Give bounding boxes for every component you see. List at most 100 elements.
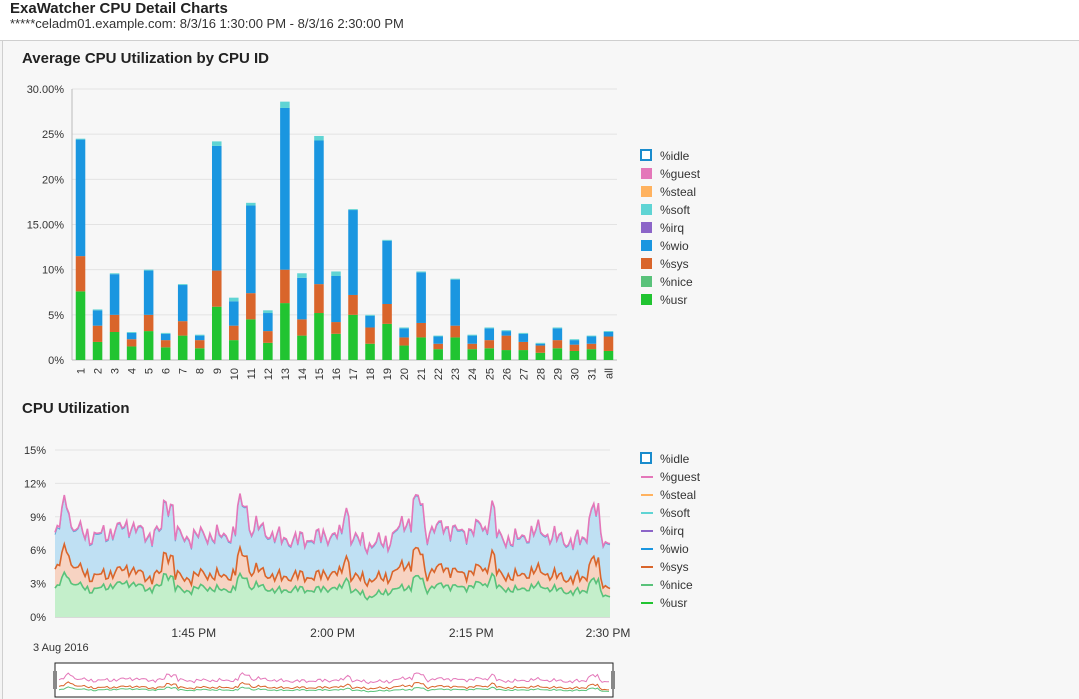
bar-sys-cpu-10[interactable] <box>229 325 239 341</box>
bar-usr-cpu-27[interactable] <box>518 350 529 360</box>
bar-wio-cpu-27[interactable] <box>518 333 529 342</box>
bar-sys-cpu-2[interactable] <box>92 325 103 342</box>
bar-wio-cpu-all[interactable] <box>603 331 614 337</box>
navigator-handle-right[interactable] <box>611 671 615 689</box>
bar-wio-cpu-14[interactable] <box>297 277 307 320</box>
bar-usr-cpu-24[interactable] <box>467 349 478 360</box>
bar-sys-cpu-19[interactable] <box>382 303 392 324</box>
bar-soft-cpu-5[interactable] <box>143 269 154 271</box>
bar-soft-cpu-3[interactable] <box>109 273 120 275</box>
bar-usr-cpu-4[interactable] <box>126 346 137 360</box>
bar-soft-cpu-19[interactable] <box>382 239 392 241</box>
bar-usr-cpu-13[interactable] <box>280 303 290 360</box>
bar-soft-cpu-15[interactable] <box>314 135 324 141</box>
bar-sys-cpu-16[interactable] <box>331 322 341 334</box>
bar-wio-cpu-18[interactable] <box>365 315 375 328</box>
bar-soft-cpu-31[interactable] <box>586 335 597 337</box>
bar-sys-cpu-24[interactable] <box>467 343 478 350</box>
bar-soft-cpu-11[interactable] <box>246 202 256 206</box>
bar-usr-cpu-1[interactable] <box>75 291 86 360</box>
bar-soft-cpu-8[interactable] <box>194 334 205 336</box>
bar-sys-cpu-14[interactable] <box>297 319 307 336</box>
bar-sys-cpu-7[interactable] <box>177 321 188 336</box>
bar-wio-cpu-23[interactable] <box>450 279 460 326</box>
bar-soft-cpu-10[interactable] <box>229 297 239 302</box>
bar-usr-cpu-2[interactable] <box>92 341 103 360</box>
bar-usr-cpu-21[interactable] <box>416 337 426 360</box>
bar-wio-cpu-19[interactable] <box>382 240 392 304</box>
bar-wio-cpu-25[interactable] <box>484 328 495 341</box>
bar-sys-cpu-30[interactable] <box>569 344 580 351</box>
bar-wio-cpu-24[interactable] <box>467 335 478 344</box>
bar-soft-cpu-23[interactable] <box>450 278 460 280</box>
bar-usr-cpu-18[interactable] <box>365 343 375 360</box>
bar-soft-cpu-26[interactable] <box>501 330 512 332</box>
bar-soft-cpu-29[interactable] <box>552 327 563 329</box>
bar-wio-cpu-30[interactable] <box>569 340 580 345</box>
bar-sys-cpu-1[interactable] <box>75 256 86 292</box>
bar-sys-cpu-22[interactable] <box>433 343 443 350</box>
bar-usr-cpu-5[interactable] <box>143 331 154 360</box>
bar-sys-cpu-13[interactable] <box>280 269 290 304</box>
bar-sys-cpu-6[interactable] <box>160 340 171 348</box>
bar-soft-cpu-9[interactable] <box>211 141 222 146</box>
bar-sys-cpu-29[interactable] <box>552 340 563 349</box>
bar-sys-cpu-31[interactable] <box>586 343 597 350</box>
bar-sys-cpu-4[interactable] <box>126 339 137 347</box>
bar-soft-cpu-20[interactable] <box>399 327 409 329</box>
bar-sys-cpu-28[interactable] <box>535 345 546 353</box>
bar-usr-cpu-10[interactable] <box>229 340 239 360</box>
bar-soft-cpu-24[interactable] <box>467 334 478 336</box>
bar-usr-cpu-31[interactable] <box>586 349 597 360</box>
bar-sys-cpu-17[interactable] <box>348 294 358 315</box>
bar-wio-cpu-13[interactable] <box>280 107 290 270</box>
bar-wio-cpu-2[interactable] <box>92 310 103 326</box>
bar-sys-cpu-9[interactable] <box>211 270 222 307</box>
bar-soft-cpu-21[interactable] <box>416 271 426 273</box>
bar-sys-cpu-18[interactable] <box>365 327 375 344</box>
bar-usr-cpu-3[interactable] <box>109 331 120 360</box>
bar-wio-cpu-10[interactable] <box>229 301 239 326</box>
bar-usr-cpu-12[interactable] <box>263 342 273 360</box>
bar-soft-cpu-18[interactable] <box>365 314 375 316</box>
bar-sys-cpu-26[interactable] <box>501 335 512 351</box>
bar-usr-cpu-25[interactable] <box>484 348 495 360</box>
bar-usr-cpu-29[interactable] <box>552 348 563 360</box>
bar-soft-cpu-2[interactable] <box>92 309 103 311</box>
bar-usr-cpu-8[interactable] <box>194 348 205 360</box>
bar-wio-cpu-3[interactable] <box>109 274 120 315</box>
bar-soft-cpu-27[interactable] <box>518 332 529 334</box>
bar-sys-cpu-5[interactable] <box>143 314 154 332</box>
bar-usr-cpu-11[interactable] <box>246 319 256 360</box>
bar-soft-cpu-12[interactable] <box>263 310 273 314</box>
bar-sys-cpu-12[interactable] <box>263 331 273 343</box>
bar-usr-cpu-22[interactable] <box>433 349 443 360</box>
bar-usr-cpu-14[interactable] <box>297 335 307 360</box>
bar-usr-cpu-all[interactable] <box>603 350 614 360</box>
bar-wio-cpu-17[interactable] <box>348 210 358 295</box>
bar-soft-cpu-17[interactable] <box>348 209 358 211</box>
bar-soft-cpu-14[interactable] <box>297 273 307 278</box>
bar-wio-cpu-16[interactable] <box>331 275 341 323</box>
bar-usr-cpu-15[interactable] <box>314 313 324 360</box>
bar-usr-cpu-30[interactable] <box>569 350 580 360</box>
bar-sys-cpu-15[interactable] <box>314 284 324 314</box>
bar-usr-cpu-9[interactable] <box>211 306 222 360</box>
bar-wio-cpu-21[interactable] <box>416 272 426 323</box>
bar-soft-cpu-all[interactable] <box>603 331 614 332</box>
bar-wio-cpu-1[interactable] <box>75 139 86 257</box>
bar-sys-cpu-all[interactable] <box>603 336 614 351</box>
bar-wio-cpu-4[interactable] <box>126 332 137 340</box>
bar-usr-cpu-17[interactable] <box>348 314 358 360</box>
bar-wio-cpu-28[interactable] <box>535 343 546 346</box>
bar-soft-cpu-25[interactable] <box>484 327 495 329</box>
bar-usr-cpu-7[interactable] <box>177 335 188 360</box>
bar-wio-cpu-29[interactable] <box>552 328 563 341</box>
bar-usr-cpu-26[interactable] <box>501 350 512 360</box>
bar-soft-cpu-4[interactable] <box>126 331 137 333</box>
bar-wio-cpu-31[interactable] <box>586 336 597 344</box>
bar-sys-cpu-8[interactable] <box>194 340 205 349</box>
bar-soft-cpu-30[interactable] <box>569 339 580 341</box>
bar-wio-cpu-7[interactable] <box>177 285 188 322</box>
bar-wio-cpu-12[interactable] <box>263 313 273 332</box>
